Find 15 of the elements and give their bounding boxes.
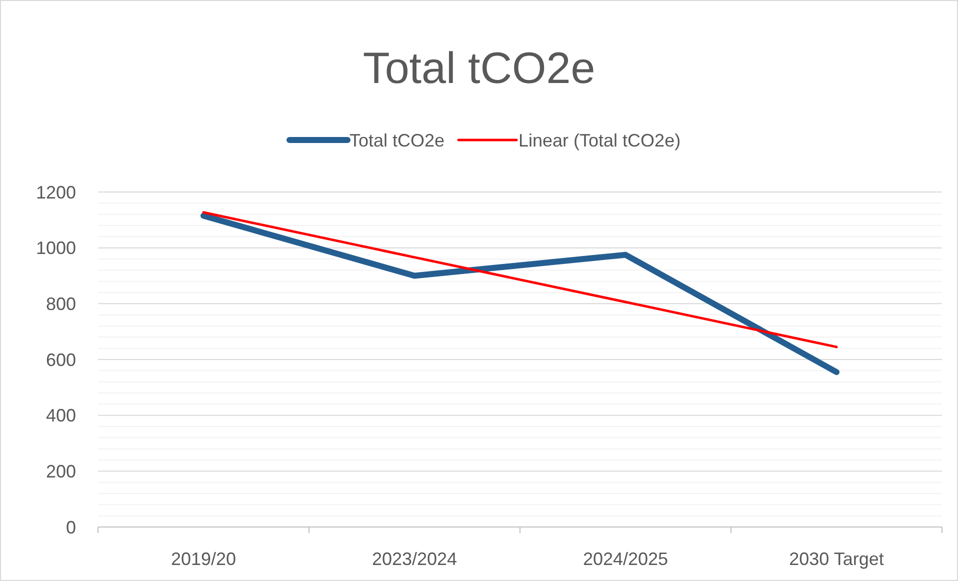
x-tick-label: 2030 Target <box>789 549 884 569</box>
y-tick-label: 800 <box>46 294 76 314</box>
line-series <box>202 211 838 348</box>
legend-label: Linear (Total tCO2e) <box>518 130 681 150</box>
legend-label: Total tCO2e <box>350 130 445 150</box>
y-tick-label: 400 <box>46 406 76 426</box>
y-tick-label: 200 <box>46 461 76 482</box>
y-tick-label: 600 <box>46 350 76 370</box>
y-tick-label: 0 <box>66 517 76 538</box>
x-tick-label: 2024/2025 <box>582 549 668 569</box>
y-tick-label: 1200 <box>36 182 76 202</box>
x-tick-label: 2019/20 <box>170 549 236 569</box>
y-tick-label: 1000 <box>36 238 76 258</box>
chart-title: Total tCO2e <box>362 44 596 93</box>
x-tick-label: 2023/2024 <box>372 549 458 569</box>
